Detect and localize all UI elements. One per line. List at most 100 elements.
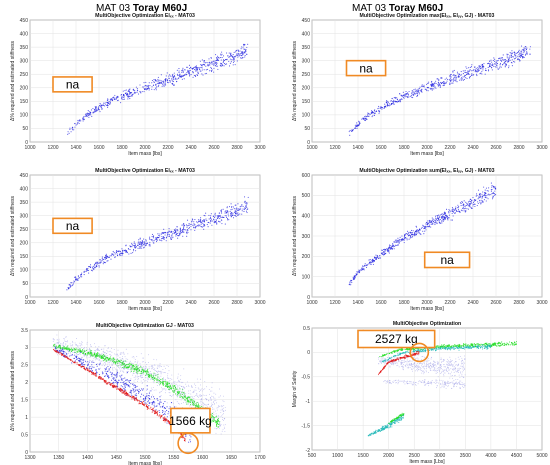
y-axis-label: Δ% required and estimated stiffness [292,41,298,121]
data-point [158,364,160,366]
data-point [137,380,139,382]
data-point [241,57,243,59]
data-point [391,246,393,248]
data-point [191,221,193,223]
data-point [185,397,187,399]
data-point [190,395,192,397]
data-point [147,85,149,88]
data-point [216,425,218,427]
data-point [145,84,147,86]
data-point [105,355,107,357]
data-point [117,365,119,367]
data-point [129,391,131,393]
data-point [167,365,169,367]
data-point [224,215,226,217]
data-point [473,199,475,201]
data-point [446,216,448,218]
data-point [193,396,195,397]
data-point [107,260,109,262]
data-point [198,388,200,390]
data-point [109,371,111,373]
data-point [145,87,147,89]
data-point [120,376,122,378]
data-point [146,393,148,395]
data-point [499,62,502,64]
data-point [83,354,85,356]
data-point [443,81,445,83]
data-point [365,117,367,119]
data-point [383,251,385,253]
data-point [60,351,62,353]
data-point [116,364,117,366]
callout-label: na [440,253,454,267]
data-point [137,247,139,249]
data-point [229,211,231,213]
data-point [120,379,122,381]
data-point [230,61,232,63]
data-point [122,361,124,363]
data-point [430,85,432,87]
data-point [88,272,90,274]
data-point [195,395,197,397]
data-point [161,237,163,239]
data-point [142,389,144,391]
data-point [220,56,222,59]
data-point [95,106,98,108]
data-point [479,67,481,69]
y-axis-label: Δ% required and estimated stiffness [10,351,16,431]
data-point [484,195,486,197]
data-point [366,118,368,120]
data-point [135,246,137,248]
data-point [201,404,203,406]
data-point [107,99,109,101]
data-point [116,374,118,376]
data-point [216,421,218,423]
data-point [122,356,124,358]
data-point [154,369,155,371]
data-point [77,353,79,355]
data-point [213,392,215,394]
data-point [425,223,427,225]
data-point [179,230,181,232]
header-left: MAT 03 Toray M60J [96,3,187,14]
data-point [147,401,149,403]
data-point [181,397,183,399]
data-point [397,100,400,102]
data-point [113,254,115,256]
data-point [163,380,165,382]
data-point [121,360,123,362]
data-point [70,131,72,133]
data-point [246,202,248,204]
data-point [106,256,108,258]
data-point [226,207,228,209]
data-point [362,266,364,268]
data-point [151,375,153,377]
data-point [124,377,126,379]
data-point [69,355,71,357]
data-point [60,350,62,352]
data-point [188,71,190,74]
data-point [416,95,418,97]
data-point [128,363,130,365]
data-point [150,396,153,398]
data-point [96,365,98,367]
data-point [72,349,74,351]
data-point [217,59,219,61]
data-point [464,211,466,213]
data-point [453,78,455,81]
x-tick-label: 2800 [513,300,524,306]
data-point [171,74,174,77]
data-point [133,370,135,372]
data-point [156,241,158,243]
data-point [431,219,434,221]
data-point [64,340,66,342]
data-point [375,110,378,112]
x-tick-label: 2800 [513,145,524,151]
data-point [220,433,222,435]
data-point [89,266,91,268]
data-point [440,216,442,218]
data-point [74,123,76,125]
data-point [381,249,383,251]
data-point [466,73,468,75]
data-point [169,74,171,76]
